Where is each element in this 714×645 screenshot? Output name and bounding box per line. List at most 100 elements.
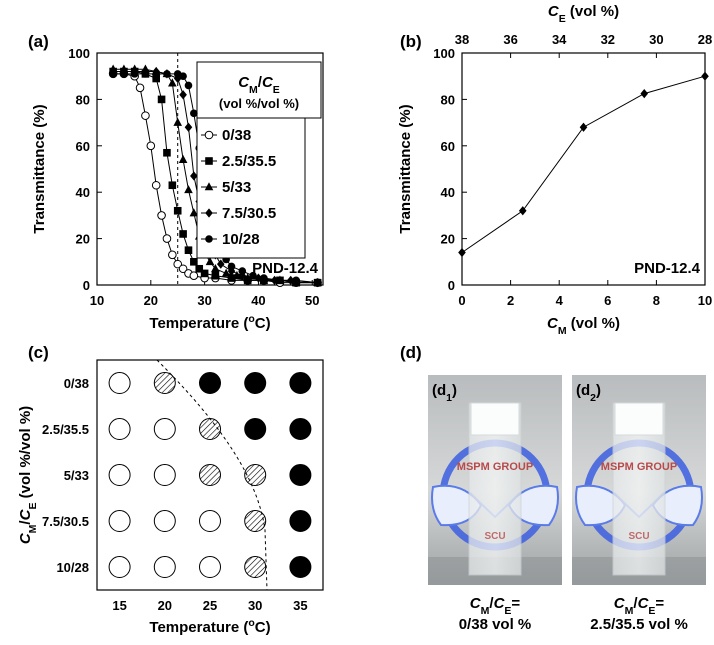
marker (260, 274, 268, 282)
marker (211, 263, 220, 273)
x2-tick-label: 34 (552, 32, 567, 47)
text-part: C (547, 315, 559, 332)
y-axis-label: CM/CE (vol %/vol %) (17, 406, 39, 544)
marker (152, 74, 160, 83)
text-part: 2 (590, 392, 596, 404)
marker (189, 271, 199, 281)
state-dot (153, 464, 176, 486)
marker (221, 268, 231, 277)
marker (162, 234, 172, 243)
text-part: C (17, 508, 34, 520)
text-part: E (273, 84, 280, 96)
x-tick-label: 2 (507, 293, 514, 308)
photo-label: (d1) (432, 382, 457, 404)
marker (205, 235, 213, 243)
x-tick-label: 15 (112, 598, 126, 613)
state-dot (108, 510, 131, 532)
photo-caption-2: 2.5/35.5 vol % (590, 616, 688, 633)
x2-axis-label: CE (vol %) (548, 3, 619, 25)
marker (190, 258, 198, 266)
text-part: 1 (446, 392, 452, 404)
y-tick-label: 5/33 (64, 468, 89, 483)
logo-wings (431, 484, 559, 527)
marker (120, 70, 128, 78)
text-part: ) (596, 382, 601, 399)
marker (163, 148, 171, 157)
text-part: C (262, 74, 274, 91)
marker (157, 211, 166, 220)
marker (173, 117, 183, 126)
text-part: Temperature ( (149, 619, 248, 636)
marker (640, 89, 649, 99)
text-part: (vol %/vol %) (17, 406, 34, 503)
y-tick-label: 0 (83, 278, 90, 293)
marker (178, 264, 188, 274)
state-dot (153, 372, 176, 394)
text-part: C (470, 595, 482, 612)
x-tick-label: 50 (305, 293, 319, 308)
marker (205, 208, 213, 218)
marker (205, 157, 213, 165)
text-part: C (238, 74, 250, 91)
state-dot (199, 556, 221, 578)
y-tick-label: 7.5/30.5 (42, 514, 89, 529)
series-line (461, 75, 706, 253)
marker (109, 70, 117, 78)
state-dot (289, 556, 312, 578)
state-dot (108, 418, 131, 440)
y-tick-label: 80 (441, 92, 455, 107)
marker (238, 271, 247, 281)
annotation: PND-12.4 (634, 260, 701, 277)
marker (243, 273, 252, 282)
marker (204, 130, 214, 140)
text-part: / (633, 595, 638, 612)
y-axis-label: Transmittance (%) (397, 104, 414, 233)
text-part: C) (255, 315, 271, 332)
x-tick-label: 10 (90, 293, 104, 308)
state-dot (289, 418, 312, 440)
y-tick-label: 60 (76, 139, 90, 154)
text-part: C) (255, 619, 271, 636)
legend-title-box (196, 61, 322, 119)
x-tick-label: 40 (251, 293, 265, 308)
marker (238, 267, 247, 275)
panel-label: (c) (28, 343, 49, 362)
marker (204, 182, 214, 191)
state-dot (244, 556, 267, 578)
state-dot (244, 372, 267, 394)
logo-text: MSPM GROUP (457, 461, 533, 473)
marker (701, 71, 709, 81)
logo-wings (575, 484, 703, 527)
state-dot (108, 556, 131, 578)
marker (141, 111, 150, 120)
x-tick-label: 6 (604, 293, 611, 308)
marker (227, 262, 236, 271)
x-tick-label: 20 (144, 293, 158, 308)
y-tick-label: 80 (76, 92, 90, 107)
text-part: C (614, 595, 626, 612)
marker (458, 247, 466, 258)
text-part: / (258, 74, 263, 91)
marker (579, 122, 588, 132)
x2-tick-label: 32 (601, 32, 615, 47)
text-part: (vol %) (567, 315, 620, 332)
legend-label: 0/38 (222, 127, 251, 144)
state-dot (153, 556, 176, 578)
marker (130, 70, 139, 78)
state-dot (108, 464, 131, 486)
state-dot (244, 464, 267, 486)
marker (313, 278, 322, 287)
photo-caption-2: 0/38 vol % (459, 616, 532, 633)
y-tick-label: 100 (68, 46, 90, 61)
panel-label: (b) (400, 32, 422, 51)
text-part: = (655, 595, 664, 612)
state-dot (153, 418, 176, 440)
y-tick-label: 40 (441, 185, 455, 200)
annotation: PND-12.4 (252, 260, 319, 277)
logo-subtext: SCU (484, 531, 505, 542)
text-part: M (27, 524, 39, 533)
marker (518, 206, 527, 216)
marker (173, 259, 183, 269)
state-dot (289, 510, 312, 532)
state-dot (199, 510, 221, 532)
